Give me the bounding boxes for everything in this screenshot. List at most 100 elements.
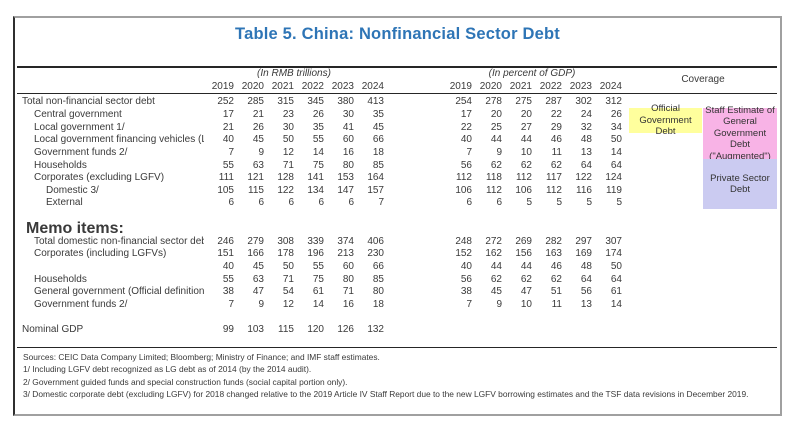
cell-gdp: 22	[460, 121, 472, 133]
cell-rmb: 141	[307, 172, 324, 184]
footnotes: Sources: CEIC Data Company Limited; Bloo…	[23, 351, 775, 401]
cell-rmb: 252	[217, 96, 234, 108]
cell-rmb: 80	[342, 159, 354, 171]
cell-rmb: 339	[307, 235, 324, 247]
cell-rmb: 50	[282, 134, 294, 146]
year-label: 2023	[331, 80, 354, 92]
cell-gdp: 64	[580, 273, 592, 285]
cell-gdp: 6	[466, 197, 472, 209]
cell-rmb: 178	[277, 248, 294, 260]
cell-rmb: 14	[312, 146, 324, 158]
cell-rmb: 147	[337, 184, 354, 196]
cell-rmb: 9	[258, 146, 264, 158]
row-label: Households	[34, 159, 87, 171]
cell-rmb: 30	[342, 108, 354, 120]
cell-rmb: 40	[222, 134, 234, 146]
cell-rmb: 120	[307, 323, 324, 335]
cell-rmb: 279	[247, 235, 264, 247]
cell-gdp: 62	[520, 273, 532, 285]
cell-gdp: 20	[490, 108, 502, 120]
cell-gdp: 112	[486, 184, 502, 196]
cell-gdp: 287	[545, 96, 562, 108]
cell-gdp: 14	[610, 146, 622, 158]
cell-rmb: 12	[282, 146, 294, 158]
cell-gdp: 56	[460, 159, 472, 171]
cell-gdp: 48	[580, 261, 592, 273]
cell-rmb: 105	[217, 184, 234, 196]
year-label: 2022	[539, 80, 562, 92]
cell-rmb: 47	[252, 286, 264, 298]
cell-gdp: 5	[556, 197, 562, 209]
cell-gdp: 118	[486, 172, 502, 184]
table-row: Nominal GDP 99 103 115 120 126 132	[19, 323, 777, 336]
cell-rmb: 63	[252, 159, 264, 171]
cell-rmb: 71	[342, 286, 354, 298]
cell-rmb: 12	[282, 298, 294, 310]
year-label: 2019	[449, 80, 472, 92]
cell-rmb: 45	[252, 261, 264, 273]
cell-gdp: 10	[520, 146, 532, 158]
cell-rmb: 151	[217, 248, 234, 260]
source-line: Sources: CEIC Data Company Limited; Bloo…	[23, 352, 380, 362]
footnote-3: 3/ Domestic corporate debt (excluding LG…	[23, 389, 749, 400]
cell-gdp: 64	[610, 273, 622, 285]
cell-rmb: 7	[228, 298, 234, 310]
cell-rmb: 345	[307, 96, 324, 108]
cell-rmb: 132	[367, 323, 384, 335]
cell-rmb: 71	[282, 273, 294, 285]
cell-gdp: 32	[580, 121, 592, 133]
row-label: Central government	[34, 108, 122, 120]
cell-rmb: 80	[372, 286, 384, 298]
year-row: 2019 2020 2021 2022 2023 2024 2019 2020 2021 2022…	[19, 80, 777, 93]
cell-rmb: 85	[372, 273, 384, 285]
cell-rmb: 16	[342, 298, 354, 310]
table-row: External 6 6 6 6 6 7 6 6 5 5 5 5	[19, 197, 777, 210]
cell-rmb: 406	[367, 235, 384, 247]
cell-rmb: 9	[258, 298, 264, 310]
cell-rmb: 374	[337, 235, 354, 247]
cell-gdp: 9	[496, 298, 502, 310]
table-row: Total domestic non-financial sector debt…	[19, 235, 777, 248]
row-label: Corporates (excluding LGFV)	[34, 172, 165, 184]
year-label: 2021	[509, 80, 532, 92]
year-label: 2021	[271, 80, 294, 92]
table-row: Households 55 63 71 75 80 85 56 62 62 62 64 64	[19, 159, 777, 172]
row-label: Local government financing vehicles (LGF…	[34, 134, 204, 146]
cell-gdp: 278	[485, 96, 502, 108]
cell-gdp: 38	[460, 286, 472, 298]
cell-rmb: 55	[312, 134, 324, 146]
cell-rmb: 6	[258, 197, 264, 209]
cell-rmb: 230	[367, 248, 384, 260]
table-row: Local government 1/21 26 30 35 41 45 22 25 27 29 3…	[19, 121, 777, 134]
cell-gdp: 48	[580, 134, 592, 146]
cell-gdp: 112	[546, 184, 562, 196]
cell-rmb: 30	[282, 121, 294, 133]
cell-rmb: 6	[348, 197, 354, 209]
year-label: 2022	[301, 80, 324, 92]
cell-gdp: 254	[455, 96, 472, 108]
cell-gdp: 62	[490, 273, 502, 285]
cell-gdp: 7	[466, 298, 472, 310]
cell-rmb: 75	[312, 159, 324, 171]
cell-gdp: 11	[551, 146, 562, 158]
section-spacer	[19, 210, 777, 223]
cell-gdp: 24	[580, 108, 592, 120]
cell-gdp: 312	[605, 96, 622, 108]
cell-gdp: 5	[586, 197, 592, 209]
cell-rmb: 122	[277, 184, 294, 196]
cell-rmb: 85	[372, 159, 384, 171]
row-label: General government (Official definition)	[34, 286, 204, 298]
cell-rmb: 61	[312, 286, 324, 298]
cell-gdp: 269	[515, 235, 532, 247]
cell-gdp: 34	[610, 121, 622, 133]
row-label: External	[46, 197, 83, 209]
cell-rmb: 66	[372, 134, 384, 146]
cell-gdp: 62	[550, 159, 562, 171]
memo-items-heading: Memo items:	[26, 219, 124, 237]
cell-rmb: 413	[367, 96, 384, 108]
cell-gdp: 56	[580, 286, 592, 298]
cell-rmb: 26	[312, 108, 324, 120]
cell-gdp: 44	[490, 261, 502, 273]
cell-rmb: 111	[218, 172, 234, 184]
